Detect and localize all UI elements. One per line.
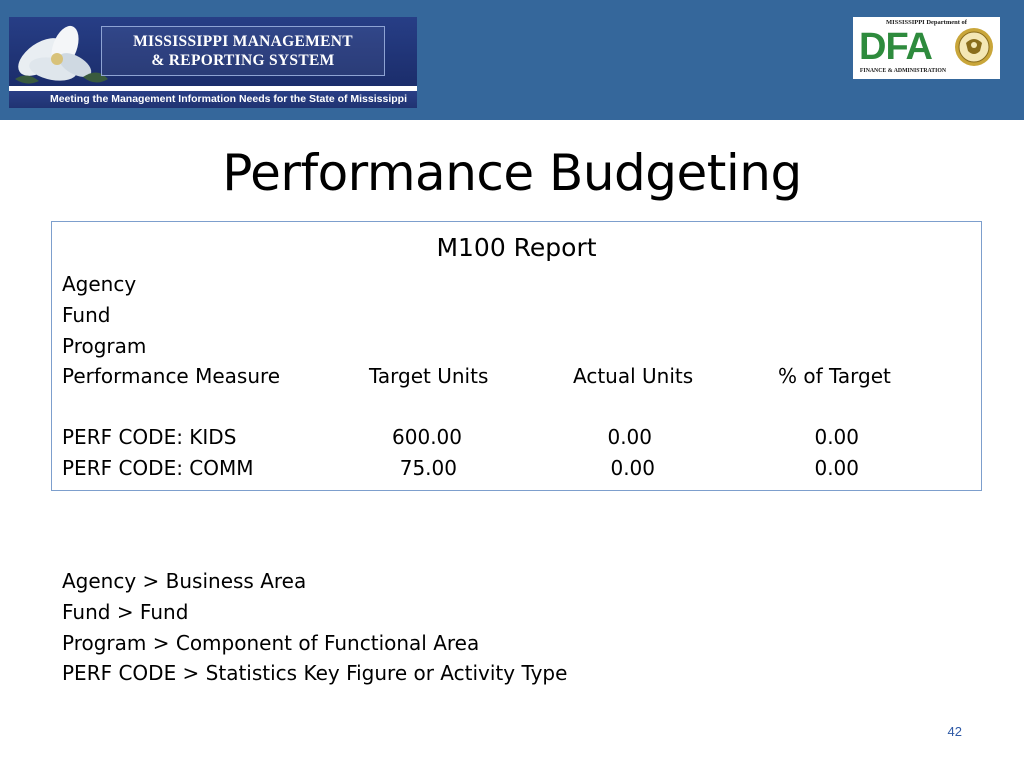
label-agency: Agency <box>62 272 137 296</box>
mmrs-title-line2: & REPORTING SYSTEM <box>151 52 335 69</box>
mapping-program: Program > Component of Functional Area <box>62 631 480 655</box>
dfa-logo: MISSISSIPPI Department of DFA FINANCE & … <box>853 17 1000 79</box>
row-kids-pct: 0.00 <box>814 425 859 449</box>
row-comm-actual: 0.00 <box>610 456 655 480</box>
m100-report-box <box>51 221 982 491</box>
mapping-agency: Agency > Business Area <box>62 569 307 593</box>
dfa-logo-top-text: MISSISSIPPI Department of <box>886 19 967 26</box>
state-seal-icon <box>955 28 993 66</box>
magnolia-flower-icon <box>15 25 108 84</box>
mmrs-logo-banner: MISSISSIPPI MANAGEMENT & REPORTING SYSTE… <box>9 17 417 108</box>
page-title: Performance Budgeting <box>222 144 802 202</box>
row-kids-measure: PERF CODE: KIDS <box>62 425 237 449</box>
mmrs-tagline: Meeting the Management Information Needs… <box>49 93 407 105</box>
dfa-logo-letters: DFA <box>859 26 933 68</box>
row-kids-target: 600.00 <box>392 425 462 449</box>
label-program: Program <box>62 334 147 358</box>
mmrs-banner-bottom <box>9 91 417 108</box>
mapping-fund: Fund > Fund <box>62 600 189 624</box>
label-fund: Fund <box>62 303 111 327</box>
mmrs-title-line1: MISSISSIPPI MANAGEMENT <box>133 33 353 50</box>
row-kids-actual: 0.00 <box>607 425 652 449</box>
report-title: M100 Report <box>436 233 597 262</box>
slide-number: 42 <box>947 724 962 739</box>
column-header-target-units: Target Units <box>369 364 489 388</box>
row-comm-target: 75.00 <box>399 456 457 480</box>
column-header-performance-measure: Performance Measure <box>62 364 281 388</box>
mapping-perf-code: PERF CODE > Statistics Key Figure or Act… <box>62 661 568 685</box>
column-header-percent-of-target: % of Target <box>778 364 891 388</box>
row-comm-measure: PERF CODE: COMM <box>62 456 254 480</box>
mmrs-title-box: MISSISSIPPI MANAGEMENT & REPORTING SYSTE… <box>101 26 385 76</box>
column-header-actual-units: Actual Units <box>573 364 694 388</box>
row-comm-pct: 0.00 <box>814 456 859 480</box>
dfa-logo-bottom-text: FINANCE & ADMINISTRATION <box>859 68 947 74</box>
